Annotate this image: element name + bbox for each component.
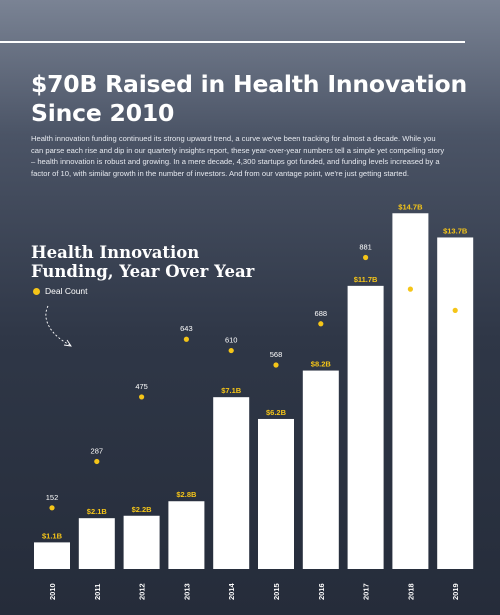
bar-2016 xyxy=(302,370,339,569)
bar-2011 xyxy=(78,518,115,569)
deal-count-legend-label: Deal Count xyxy=(45,286,88,296)
bar-value-label-2012: $2.2B xyxy=(132,505,153,514)
deal-count-label-2019: 727 xyxy=(449,295,462,304)
bar-value-label-2010: $1.1B xyxy=(42,531,63,540)
bar-2018 xyxy=(392,213,429,569)
deal-count-label-2017: 881 xyxy=(359,243,372,252)
deal-count-label-2012: 475 xyxy=(135,382,148,391)
deal-count-label-2018: 789 xyxy=(404,274,417,283)
curved-arrow-icon xyxy=(45,305,71,346)
year-label-2017: 2017 xyxy=(362,583,371,600)
bar-2019 xyxy=(437,237,474,569)
bar-value-label-2014: $7.1B xyxy=(221,386,242,395)
chart-title: Health Innovation Funding, Year Over Yea… xyxy=(31,243,255,281)
header-rule xyxy=(0,41,465,43)
year-label-2015: 2015 xyxy=(272,583,281,600)
year-label-2013: 2013 xyxy=(182,583,191,600)
arrow-head-icon xyxy=(63,339,72,347)
bar-value-label-2019: $13.7B xyxy=(443,226,468,235)
intro-paragraph: Health innovation funding continued its … xyxy=(31,134,445,178)
deal-count-dot-2016 xyxy=(318,321,324,327)
deal-count-dot-2015 xyxy=(273,362,279,368)
bar-value-label-2016: $8.2B xyxy=(311,360,332,369)
bar-value-label-2017: $11.7B xyxy=(354,275,378,284)
deal-count-dot-2011 xyxy=(94,458,100,465)
bar-2010 xyxy=(34,542,70,569)
bar-value-label-2013: $2.8B xyxy=(176,490,197,499)
deal-count-dot-2017 xyxy=(363,254,369,261)
chart-legend: Deal Count xyxy=(33,286,88,296)
year-label-2014: 2014 xyxy=(227,582,236,600)
year-label-2016: 2016 xyxy=(317,583,326,600)
year-label-2010: 2010 xyxy=(48,583,57,600)
deal-count-dot-2013 xyxy=(183,336,189,342)
bar-value-label-2018: $14.7B xyxy=(398,202,423,211)
deal-count-dot-2010 xyxy=(49,505,55,511)
deal-count-label-2016: 688 xyxy=(315,309,328,318)
deal-count-dot-2018 xyxy=(407,286,413,292)
bar-value-label-2011: $2.1B xyxy=(87,507,108,516)
deal-count-label-2014: 610 xyxy=(225,336,238,345)
deal-count-legend-dot xyxy=(33,287,40,295)
deal-count-label-2010: 152 xyxy=(46,493,59,502)
deal-count-dot-2019 xyxy=(452,307,458,313)
year-label-2019: 2019 xyxy=(451,583,460,600)
bar-2015 xyxy=(258,418,294,569)
deal-count-label-2011: 287 xyxy=(91,446,104,455)
deal-count-dot-2012 xyxy=(139,394,145,400)
bar-value-label-2015: $6.2B xyxy=(266,408,287,417)
bar-2013 xyxy=(168,501,205,569)
deal-count-label-2013: 643 xyxy=(180,324,193,333)
year-label-2018: 2018 xyxy=(406,583,415,600)
bar-2014 xyxy=(213,397,250,569)
year-label-2011: 2011 xyxy=(93,584,102,600)
deal-count-label-2015: 568 xyxy=(270,350,283,359)
deal-count-dot-2014 xyxy=(228,347,234,354)
page-headline: $70B Raised in Health Innovation Since 2… xyxy=(31,70,468,127)
bar-2012 xyxy=(123,515,160,569)
bar-2017 xyxy=(347,285,384,569)
year-label-2012: 2012 xyxy=(138,583,147,600)
